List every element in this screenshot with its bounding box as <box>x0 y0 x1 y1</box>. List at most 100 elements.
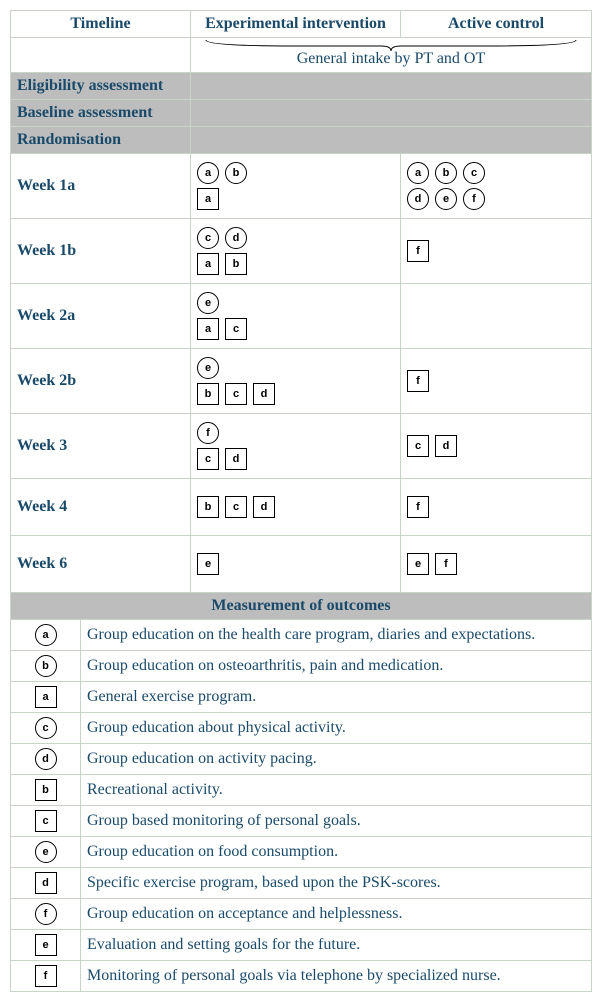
week-label: Week 2a <box>11 284 191 348</box>
circle-c-icon: c <box>197 227 219 249</box>
icon-line: e <box>197 553 219 575</box>
icon-line: cd <box>407 435 457 457</box>
phase-span <box>191 100 591 126</box>
square-a-icon: a <box>197 188 219 210</box>
week-row: Week 4bcdf <box>11 479 591 536</box>
experimental-cell: aba <box>191 154 401 218</box>
icon-line: ef <box>407 553 457 575</box>
phase-row: Baseline assessment <box>11 100 591 127</box>
circle-e-icon: e <box>35 841 57 863</box>
square-e-icon: e <box>35 934 57 956</box>
legend-key: c <box>11 713 81 743</box>
circle-a-icon: a <box>35 624 57 646</box>
square-f-icon: f <box>35 965 57 987</box>
square-c-icon: c <box>35 810 57 832</box>
icon-line: bcd <box>197 496 275 518</box>
icon-line: ab <box>197 253 247 275</box>
phase-row: Randomisation <box>11 127 591 154</box>
circle-b-icon: b <box>35 655 57 677</box>
phase-span <box>191 127 591 153</box>
icon-line: e <box>197 357 219 379</box>
intake-timeline-cell <box>11 38 191 72</box>
square-c-icon: c <box>225 496 247 518</box>
legend-description: Specific exercise program, based upon th… <box>81 868 591 898</box>
square-d-icon: d <box>253 383 275 405</box>
legend-row: c Group based monitoring of personal goal… <box>11 806 591 837</box>
square-c-icon: c <box>225 318 247 340</box>
legend-key: b <box>11 651 81 681</box>
circle-e-icon: e <box>197 357 219 379</box>
control-cell: f <box>401 219 591 283</box>
icon-line: def <box>407 188 485 210</box>
square-a-icon: a <box>35 686 57 708</box>
circle-e-icon: e <box>197 292 219 314</box>
experimental-cell: eac <box>191 284 401 348</box>
square-a-icon: a <box>197 318 219 340</box>
legend-description: Group education on osteoarthritis, pain … <box>81 651 591 681</box>
legend-key: d <box>11 868 81 898</box>
legend-description: Group education on the health care progr… <box>81 620 591 650</box>
square-f-icon: f <box>407 370 429 392</box>
icon-line: cd <box>197 227 247 249</box>
legend-description: Group education about physical activity. <box>81 713 591 743</box>
square-f-icon: f <box>435 553 457 575</box>
legend-key: d <box>11 744 81 774</box>
legend-row: b Group education on osteoarthritis, pain… <box>11 651 591 682</box>
header-control: Active control <box>401 11 591 37</box>
circle-b-icon: b <box>435 162 457 184</box>
control-cell: ef <box>401 536 591 592</box>
circle-a-icon: a <box>197 162 219 184</box>
legend-row: a Group education on the health care prog… <box>11 620 591 651</box>
square-b-icon: b <box>197 496 219 518</box>
experimental-cell: bcd <box>191 479 401 535</box>
legend-description: Group education on acceptance and helple… <box>81 899 591 929</box>
phase-label: Randomisation <box>11 127 191 153</box>
legend-key: e <box>11 930 81 960</box>
circle-c-icon: c <box>35 717 57 739</box>
legend-row: a General exercise program. <box>11 682 591 713</box>
legend-description: Group based monitoring of personal goals… <box>81 806 591 836</box>
curly-bracket-icon <box>201 38 581 52</box>
circle-a-icon: a <box>407 162 429 184</box>
square-d-icon: d <box>435 435 457 457</box>
phase-label: Baseline assessment <box>11 100 191 126</box>
phase-span <box>191 73 591 99</box>
legend-key: b <box>11 775 81 805</box>
intake-label: General intake by PT and OT <box>297 50 486 68</box>
square-a-icon: a <box>197 253 219 275</box>
outcomes-header: Measurement of outcomes <box>11 593 591 619</box>
legend-key: a <box>11 682 81 712</box>
legend-key: f <box>11 961 81 991</box>
week-row: Week 1aabaabcdef <box>11 154 591 219</box>
legend-row: c Group education about physical activity… <box>11 713 591 744</box>
legend-description: General exercise program. <box>81 682 591 712</box>
phase-label: Eligibility assessment <box>11 73 191 99</box>
legend-key: f <box>11 899 81 929</box>
icon-line: cd <box>197 448 247 470</box>
square-b-icon: b <box>225 253 247 275</box>
control-cell: cd <box>401 414 591 478</box>
icon-line: f <box>407 370 429 392</box>
square-d-icon: d <box>253 496 275 518</box>
square-b-icon: b <box>35 779 57 801</box>
week-label: Week 1a <box>11 154 191 218</box>
square-c-icon: c <box>197 448 219 470</box>
square-c-icon: c <box>225 383 247 405</box>
circle-b-icon: b <box>225 162 247 184</box>
icon-line: abc <box>407 162 485 184</box>
icon-line: f <box>407 496 429 518</box>
square-b-icon: b <box>197 383 219 405</box>
week-row: Week 3fcdcd <box>11 414 591 479</box>
legend-row: e Group education on food consumption. <box>11 837 591 868</box>
experimental-cell: cdab <box>191 219 401 283</box>
legend-row: eEvaluation and setting goals for the fu… <box>11 930 591 961</box>
circle-f-icon: f <box>197 422 219 444</box>
circle-d-icon: d <box>225 227 247 249</box>
legend-description: Group education on food consumption. <box>81 837 591 867</box>
icon-line: ac <box>197 318 247 340</box>
square-e-icon: e <box>197 553 219 575</box>
legend-row: dSpecific exercise program, based upon t… <box>11 868 591 899</box>
icon-line: f <box>197 422 219 444</box>
header-timeline: Timeline <box>11 11 191 37</box>
icon-line: bcd <box>197 383 275 405</box>
